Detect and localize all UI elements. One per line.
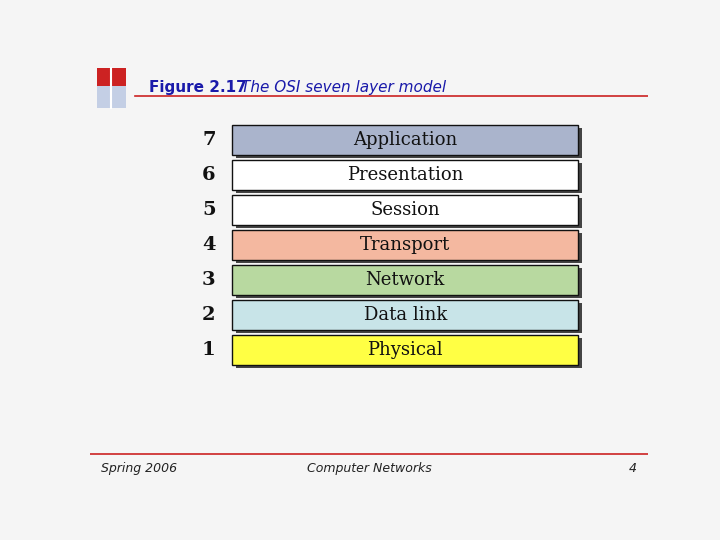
Text: 7: 7 xyxy=(202,131,215,149)
Bar xyxy=(233,160,578,190)
Text: Figure 2.17: Figure 2.17 xyxy=(148,80,246,95)
Text: Spring 2006: Spring 2006 xyxy=(101,462,177,475)
Bar xyxy=(233,195,578,225)
Text: Application: Application xyxy=(353,131,457,149)
Text: Data link: Data link xyxy=(364,306,447,323)
Text: 2: 2 xyxy=(202,306,215,323)
Text: The OSI seven layer model: The OSI seven layer model xyxy=(240,80,446,95)
Bar xyxy=(233,230,578,260)
Bar xyxy=(236,302,582,333)
Bar xyxy=(236,128,582,158)
Bar xyxy=(233,335,578,365)
Text: Session: Session xyxy=(371,201,440,219)
Text: 4: 4 xyxy=(202,236,215,254)
Bar xyxy=(236,163,582,193)
Bar xyxy=(96,85,126,109)
Bar xyxy=(233,265,578,295)
Text: Presentation: Presentation xyxy=(347,166,464,184)
Text: Physical: Physical xyxy=(367,341,443,359)
Text: 3: 3 xyxy=(202,271,215,289)
Text: Transport: Transport xyxy=(360,236,451,254)
Text: 4: 4 xyxy=(629,462,637,475)
Bar xyxy=(233,125,578,155)
Text: Computer Networks: Computer Networks xyxy=(307,462,431,475)
Text: 1: 1 xyxy=(202,341,215,359)
Bar xyxy=(96,68,126,86)
Text: 5: 5 xyxy=(202,201,215,219)
Bar xyxy=(233,300,578,329)
Text: 6: 6 xyxy=(202,166,215,184)
Bar xyxy=(236,338,582,368)
Text: Network: Network xyxy=(366,271,445,289)
Bar xyxy=(236,198,582,228)
Bar xyxy=(236,268,582,298)
Bar xyxy=(236,233,582,263)
